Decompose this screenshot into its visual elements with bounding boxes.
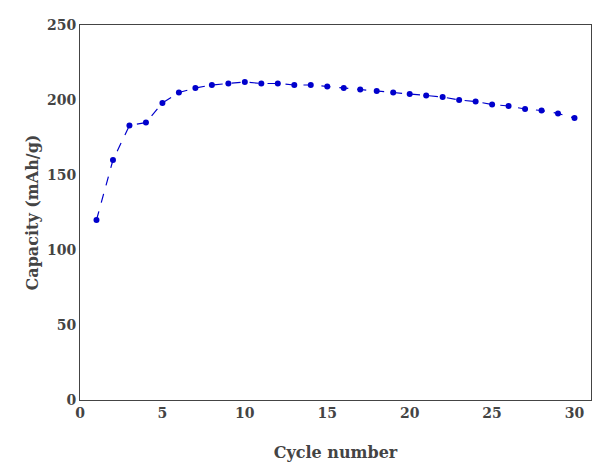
svg-text:0: 0: [75, 405, 85, 421]
svg-text:100: 100: [47, 242, 76, 258]
svg-text:0: 0: [66, 392, 76, 408]
svg-text:10: 10: [235, 405, 255, 421]
svg-text:50: 50: [57, 317, 77, 333]
svg-text:5: 5: [158, 405, 168, 421]
svg-text:20: 20: [400, 405, 420, 421]
svg-text:Cycle number: Cycle number: [274, 443, 398, 462]
svg-text:15: 15: [318, 405, 337, 421]
svg-text:25: 25: [482, 405, 501, 421]
svg-text:250: 250: [47, 17, 76, 33]
svg-text:Capacity (mAh/g): Capacity (mAh/g): [23, 135, 42, 291]
svg-text:150: 150: [47, 167, 76, 183]
svg-text:30: 30: [565, 405, 585, 421]
svg-text:200: 200: [47, 92, 76, 108]
